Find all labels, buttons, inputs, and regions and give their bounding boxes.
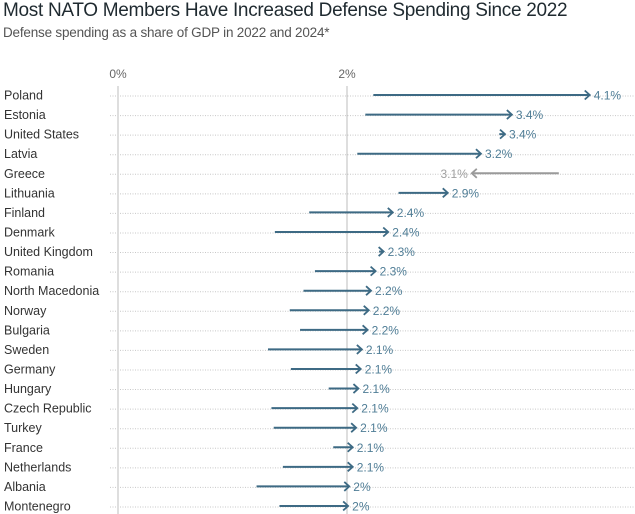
value-label: 2.1% — [366, 343, 394, 357]
country-label: Poland — [4, 89, 43, 103]
value-label: 2% — [352, 499, 370, 513]
arrow-head — [475, 148, 483, 159]
row-france: France 2.1% — [4, 441, 384, 455]
value-label: 2.2% — [373, 304, 401, 318]
arrow-head — [499, 128, 507, 140]
value-label: 4.1% — [594, 89, 622, 103]
country-label: Lithuania — [4, 186, 55, 200]
row-poland: Poland 4.1% — [4, 89, 621, 103]
value-label: 2% — [353, 480, 371, 494]
country-label: Montenegro — [4, 499, 71, 513]
row-latvia: Latvia 3.2% — [4, 147, 513, 161]
row-romania: Romania 2.3% — [4, 265, 407, 279]
arrow-head — [506, 109, 514, 120]
row-estonia: Estonia 3.4% — [4, 108, 544, 122]
country-label: Sweden — [4, 343, 49, 357]
value-label: 2.3% — [388, 245, 416, 259]
arrow-head — [363, 305, 371, 316]
arrow-head — [365, 285, 373, 296]
country-label: Albania — [4, 480, 46, 494]
row-bulgaria: Bulgaria 2.2% — [4, 323, 399, 337]
country-label: Czech Republic — [4, 402, 92, 416]
arrow-head — [352, 383, 360, 394]
row-greece: Greece 3.1% — [4, 167, 559, 181]
arrow-head — [342, 500, 350, 512]
country-label: Estonia — [4, 108, 46, 122]
country-label: Hungary — [4, 382, 52, 396]
country-label: United States — [4, 128, 79, 142]
value-label: 3.4% — [516, 108, 544, 122]
row-netherlands: Netherlands 2.1% — [4, 460, 384, 474]
arrow-head — [470, 168, 478, 179]
value-label: 2.2% — [375, 284, 403, 298]
value-label: 2.4% — [392, 225, 420, 239]
row-north-macedonia: North Macedonia 2.2% — [4, 284, 403, 298]
arrow-head — [343, 481, 351, 492]
row-montenegro: Montenegro 2% — [4, 499, 370, 513]
arrow-head — [356, 344, 364, 355]
arrow-head — [355, 363, 363, 375]
value-label: 2.9% — [452, 186, 480, 200]
row-norway: Norway 2.2% — [4, 304, 400, 318]
value-label: 2.1% — [365, 362, 393, 376]
chart-subtitle: Defense spending as a share of GDP in 20… — [3, 25, 330, 40]
value-label: 2.3% — [380, 265, 408, 279]
country-label: Finland — [4, 206, 45, 220]
row-sweden: Sweden 2.1% — [4, 343, 394, 357]
row-albania: Albania 2% — [4, 480, 371, 494]
arrow-head — [362, 324, 369, 336]
arrow-head — [387, 207, 395, 218]
value-label: 3.2% — [485, 147, 513, 161]
row-czech-republic: Czech Republic 2.1% — [4, 402, 389, 416]
value-label: 2.1% — [361, 402, 389, 416]
country-label: Romania — [4, 265, 54, 279]
country-label: Bulgaria — [4, 323, 50, 337]
arrow-head — [378, 246, 385, 257]
value-label: 2.1% — [357, 460, 385, 474]
value-label: 3.1% — [440, 167, 468, 181]
country-label: Denmark — [4, 225, 55, 239]
arrow-head — [442, 187, 450, 199]
country-label: North Macedonia — [4, 284, 99, 298]
country-label: Greece — [4, 167, 45, 181]
country-label: Germany — [4, 362, 56, 376]
arrow-head — [347, 461, 355, 472]
row-hungary: Hungary 2.1% — [4, 382, 390, 396]
x-tick-label: 2% — [338, 67, 356, 81]
arrow-head — [584, 89, 592, 101]
row-lithuania: Lithuania 2.9% — [4, 186, 479, 200]
row-finland: Finland 2.4% — [4, 206, 424, 220]
arrow-head — [350, 422, 358, 433]
row-germany: Germany 2.1% — [4, 362, 392, 376]
chart-title: Most NATO Members Have Increased Defense… — [3, 0, 568, 21]
country-label: Latvia — [4, 147, 37, 161]
arrow-head — [351, 402, 359, 414]
country-label: Norway — [4, 304, 47, 318]
value-label: 2.1% — [360, 421, 388, 435]
value-label: 3.4% — [509, 128, 537, 142]
row-united-kingdom: United Kingdom 2.3% — [4, 245, 415, 259]
row-turkey: Turkey 2.1% — [4, 421, 388, 435]
x-tick-label: 0% — [109, 67, 127, 81]
arrow-head — [347, 442, 355, 453]
country-label: Turkey — [4, 421, 42, 435]
arrow-head — [370, 265, 377, 277]
arrow-head — [382, 226, 390, 238]
country-label: Netherlands — [4, 460, 71, 474]
value-label: 2.4% — [397, 206, 425, 220]
value-label: 2.1% — [357, 441, 385, 455]
row-united-states: United States 3.4% — [4, 128, 537, 142]
row-denmark: Denmark 2.4% — [4, 225, 420, 239]
value-label: 2.1% — [362, 382, 390, 396]
value-label: 2.2% — [372, 323, 400, 337]
country-label: United Kingdom — [4, 245, 93, 259]
country-label: France — [4, 441, 43, 455]
